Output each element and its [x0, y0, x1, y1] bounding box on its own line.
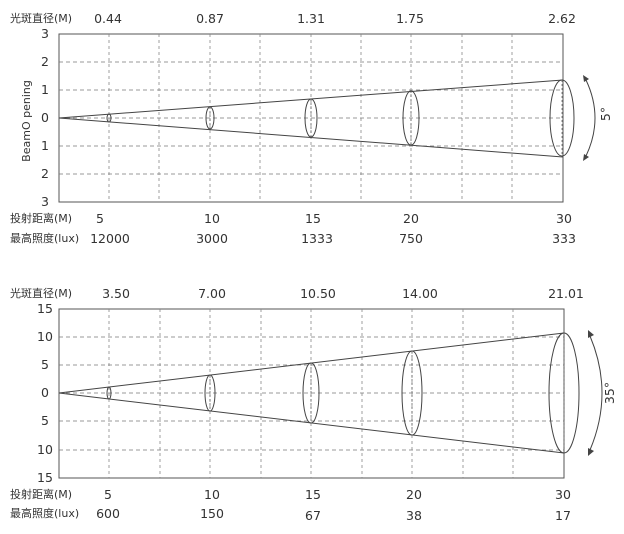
spot-value: 0.87 [196, 11, 224, 26]
beam-diagram-35deg: 光斑直径(M) 3.50 7.00 10.50 14.00 21.01 15 1… [10, 286, 617, 523]
spot-value: 1.31 [297, 11, 325, 26]
y-tick-label: 2 [41, 54, 49, 69]
distance-value: 15 [305, 487, 321, 502]
spot-diameter-label: 光斑直径(M) [10, 11, 72, 25]
distance-value: 30 [556, 211, 572, 226]
spot-value: 1.75 [396, 11, 424, 26]
spot-value: 2.62 [548, 11, 576, 26]
y-tick-label: 0 [41, 110, 49, 125]
distance-value: 10 [204, 211, 220, 226]
y-tick-label: 1 [41, 138, 49, 153]
beam-diagram-5deg: 光斑直径(M) 0.44 0.87 1.31 1.75 2.62 3 2 1 0… [10, 11, 613, 246]
arc-arrowhead [583, 154, 589, 161]
y-tick-label: 3 [41, 194, 49, 209]
distance-label: 投射距离(M) [10, 211, 72, 225]
y-tick-label: 15 [37, 301, 53, 316]
illuminance-value: 67 [305, 508, 321, 523]
distance-value: 5 [96, 211, 104, 226]
illuminance-value: 12000 [90, 231, 130, 246]
spot-ellipse [106, 113, 112, 123]
y-tick-label: 0 [41, 385, 49, 400]
distance-value: 15 [305, 211, 321, 226]
illuminance-value: 1333 [301, 231, 333, 246]
spot-value: 0.44 [94, 11, 122, 26]
spot-diameter-label: 光斑直径(M) [10, 286, 72, 300]
diagram-frame [58, 308, 565, 479]
illuminance-value: 750 [399, 231, 423, 246]
illuminance-label: 最高照度(lux) [10, 506, 79, 520]
illuminance-value: 3000 [196, 231, 228, 246]
illuminance-value: 333 [552, 231, 576, 246]
distance-label: 投射距离(M) [10, 487, 72, 501]
y-tick-label: 5 [41, 413, 49, 428]
illuminance-value: 150 [200, 506, 224, 521]
spot-value: 10.50 [300, 286, 336, 301]
spot-value: 21.01 [548, 286, 584, 301]
y-tick-label: 2 [41, 166, 49, 181]
y-tick-label: 10 [37, 442, 53, 457]
beam-angle-arc [589, 335, 603, 451]
distance-value: 30 [555, 487, 571, 502]
arc-arrowhead [588, 330, 594, 338]
arc-arrowhead [583, 75, 589, 82]
y-tick-label: 1 [41, 82, 49, 97]
y-tick-label: 10 [37, 329, 53, 344]
y-tick-label: 5 [41, 357, 49, 372]
beam-angle-label: 5° [598, 107, 613, 121]
y-tick-label: 3 [41, 26, 49, 41]
illuminance-label: 最高照度(lux) [10, 231, 79, 245]
spot-value: 7.00 [198, 286, 226, 301]
beam-angle-label: 35° [602, 382, 617, 404]
spot-ellipse [106, 386, 112, 400]
illuminance-value: 600 [96, 506, 120, 521]
y-axis-label: BeamO pening [20, 80, 33, 162]
y-tick-label: 15 [37, 470, 53, 485]
distance-value: 20 [406, 487, 422, 502]
distance-value: 5 [104, 487, 112, 502]
distance-value: 20 [403, 211, 419, 226]
spot-value: 14.00 [402, 286, 438, 301]
beam-angle-arc [585, 79, 596, 157]
illuminance-value: 38 [406, 508, 422, 523]
arc-arrowhead [588, 448, 594, 456]
distance-value: 10 [204, 487, 220, 502]
illuminance-value: 17 [555, 508, 571, 523]
spot-value: 3.50 [102, 286, 130, 301]
